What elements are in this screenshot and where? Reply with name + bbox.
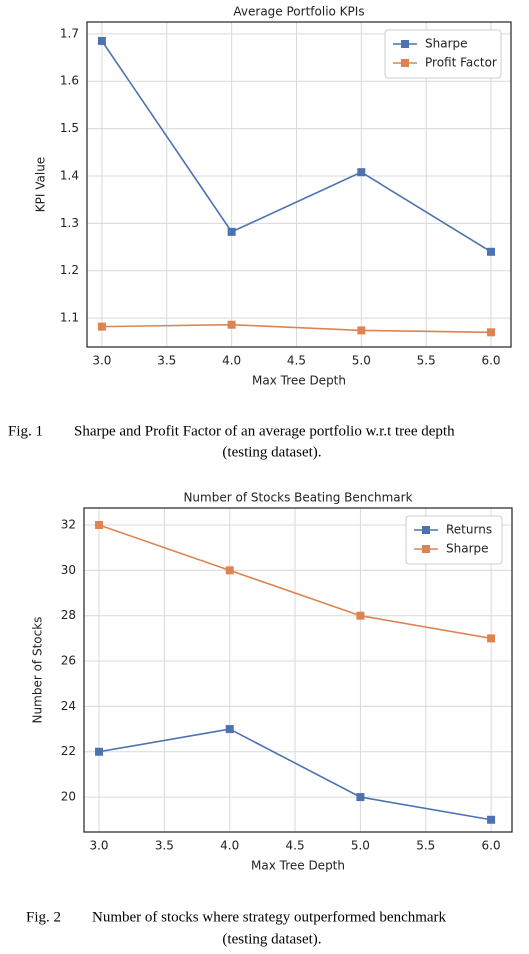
y-tick-label: 1.3 <box>60 216 79 230</box>
marker <box>487 328 496 337</box>
caption-text: Sharpe and Profit Factor of an average p… <box>74 423 455 439</box>
x-tick-label: 6.0 <box>482 839 501 853</box>
series-line <box>98 524 492 640</box>
y-tick-label: 1.2 <box>60 263 79 277</box>
y-tick-label: 32 <box>61 518 76 532</box>
legend-marker <box>422 545 430 553</box>
marker <box>227 227 236 236</box>
caption-label: Fig. 2 <box>26 909 61 925</box>
y-tick-label: 30 <box>61 563 76 577</box>
x-tick-label: 3.5 <box>157 354 176 368</box>
x-tick-label: 5.5 <box>417 354 436 368</box>
y-tick-label: 20 <box>61 790 76 804</box>
legend-label: Returns <box>446 523 492 537</box>
y-tick-label: 28 <box>61 608 76 622</box>
legend-marker <box>401 59 409 67</box>
y-tick-label: 24 <box>61 699 76 713</box>
legend-box <box>384 29 502 79</box>
x-tick-label: 4.0 <box>220 839 239 853</box>
y-tick-label: 1.5 <box>60 121 79 135</box>
x-tick-label: 5.0 <box>351 839 370 853</box>
marker <box>227 320 236 329</box>
marker <box>487 634 496 643</box>
x-tick-label: 3.5 <box>155 839 174 853</box>
y-tick-label: 1.4 <box>60 168 79 182</box>
legend-label: Sharpe <box>425 37 468 51</box>
x-tick-label: 4.5 <box>286 839 305 853</box>
chart-title: Number of Stocks Beating Benchmark <box>183 491 412 505</box>
x-tick-label: 4.0 <box>222 354 241 368</box>
marker <box>356 611 365 620</box>
series-line <box>98 728 492 821</box>
series-line <box>101 40 492 253</box>
y-tick-label: 1.7 <box>60 26 79 40</box>
marker <box>357 326 366 335</box>
y-tick-label: 26 <box>61 654 76 668</box>
y-tick-label: 1.6 <box>60 74 79 88</box>
y-tick-label: 1.1 <box>60 311 79 325</box>
marker <box>487 247 496 256</box>
series-line <box>101 323 492 334</box>
plot-frame <box>86 21 512 348</box>
marker <box>356 793 365 802</box>
x-tick-label: 5.5 <box>416 839 435 853</box>
y-axis-label: KPI Value <box>34 157 48 212</box>
marker <box>225 725 234 734</box>
x-tick-label: 6.0 <box>481 354 500 368</box>
marker <box>95 521 104 530</box>
y-axis-label: Number of Stocks <box>31 617 45 724</box>
legend-label: Profit Factor <box>425 56 497 70</box>
x-tick-label: 3.0 <box>92 354 111 368</box>
x-axis-label: Max Tree Depth <box>252 374 346 388</box>
legend-label: Sharpe <box>446 542 489 556</box>
caption-label: Fig. 1 <box>8 423 43 439</box>
caption-text: (testing dataset). <box>222 444 321 460</box>
x-tick-label: 4.5 <box>287 354 306 368</box>
legend-marker <box>401 40 409 48</box>
x-tick-label: 3.0 <box>89 839 108 853</box>
marker <box>97 322 106 331</box>
y-tick-label: 22 <box>61 744 76 758</box>
marker <box>97 36 106 45</box>
marker <box>225 566 234 575</box>
marker <box>357 168 366 177</box>
chart-title: Average Portfolio KPIs <box>233 5 364 19</box>
plot-frame <box>83 507 513 833</box>
caption-text: Number of stocks where strategy outperfo… <box>92 909 447 925</box>
x-tick-label: 5.0 <box>352 354 371 368</box>
caption-text: (testing dataset). <box>222 931 321 947</box>
marker <box>487 815 496 824</box>
marker <box>95 747 104 756</box>
x-axis-label: Max Tree Depth <box>251 859 345 873</box>
legend-marker <box>422 526 430 534</box>
